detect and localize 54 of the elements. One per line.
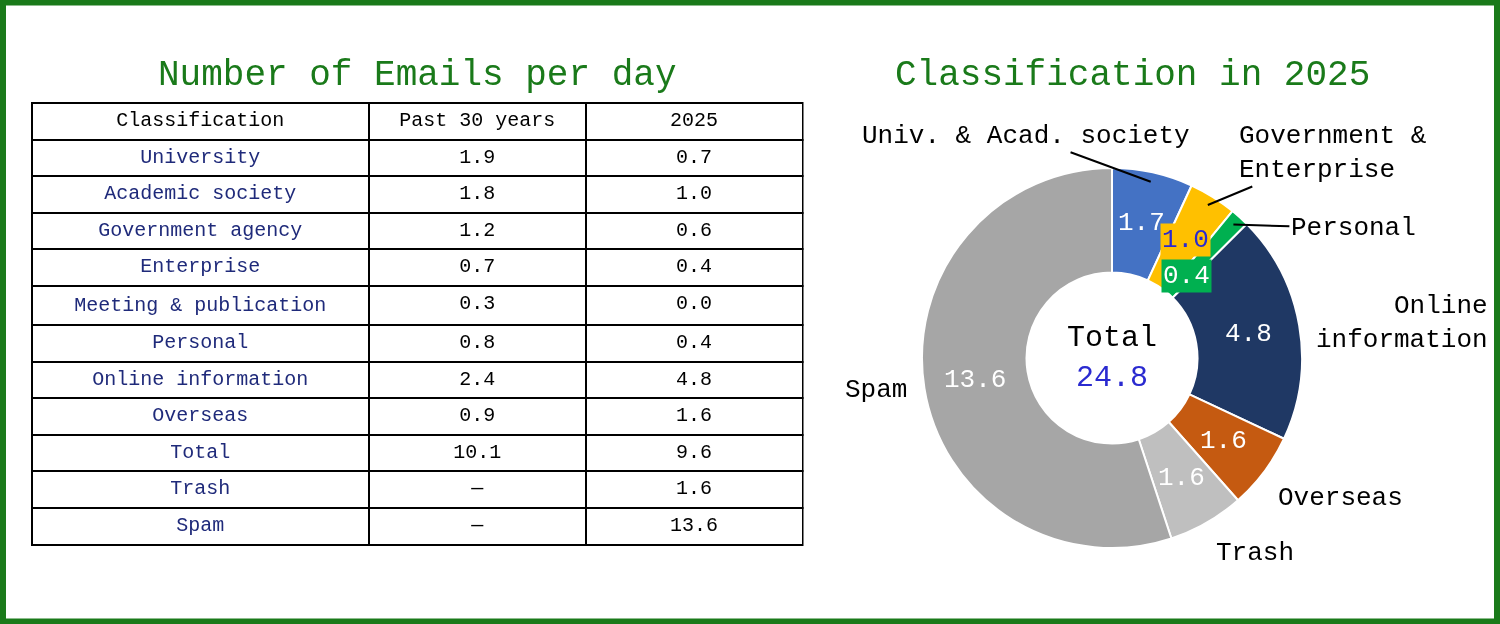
text: — xyxy=(471,514,484,538)
slice-label: Overseas xyxy=(1278,483,1403,513)
text: 0.0 xyxy=(676,292,713,316)
text: 10.1 xyxy=(453,440,502,464)
data-label: 1.6 xyxy=(1158,463,1205,493)
category-label: 2025 xyxy=(670,108,719,132)
text: 1.2 xyxy=(459,218,496,242)
category-label: Overseas xyxy=(152,404,249,428)
category-label: Government agency xyxy=(98,218,303,242)
text: 0.7 xyxy=(459,255,496,279)
text: 0.6 xyxy=(676,218,713,242)
text: Classification xyxy=(116,108,285,132)
category-label: Meeting & publication xyxy=(74,294,327,318)
text: Number of Emails per day xyxy=(158,55,677,96)
text: 0.9 xyxy=(459,404,496,428)
text: 1.8 xyxy=(459,182,496,206)
category-label: Total xyxy=(170,440,231,464)
text: 0.8 xyxy=(459,331,496,355)
data-label: 1.7 xyxy=(1118,208,1165,238)
text: 4.8 xyxy=(676,367,713,391)
text: 1.6 xyxy=(676,477,713,501)
category-label: Personal xyxy=(152,331,249,355)
text: 2.4 xyxy=(459,367,496,391)
data-label: 1.6 xyxy=(1200,426,1247,456)
category-label: Enterprise xyxy=(140,255,261,279)
text: 13.6 xyxy=(670,514,719,538)
slice-label: Personal xyxy=(1291,213,1416,243)
text: 1.9 xyxy=(459,145,496,169)
category-label: University xyxy=(140,145,261,169)
data-label: 4.8 xyxy=(1225,319,1272,349)
category-label: Trash xyxy=(170,477,231,501)
text: 1.6 xyxy=(676,404,713,428)
text: 1.0 xyxy=(676,182,713,206)
data-label: 13.6 xyxy=(944,365,1007,395)
category-label: Past 30 years xyxy=(399,108,556,132)
slice-label: Trash xyxy=(1216,538,1295,568)
text: Total xyxy=(1067,321,1158,355)
category-label: Online information xyxy=(92,367,309,391)
category-label: Spam xyxy=(176,514,225,538)
data-label: 0.4 xyxy=(1163,261,1210,291)
text: 0.4 xyxy=(676,255,713,279)
slice-label: Univ. & Acad. society xyxy=(862,121,1190,151)
chart-title: Classification in 2025 xyxy=(895,55,1371,96)
text: — xyxy=(471,477,484,501)
text: 0.7 xyxy=(676,145,713,169)
slice-label: Spam xyxy=(845,375,908,405)
text: 9.6 xyxy=(676,440,713,464)
text: 24.8 xyxy=(1076,361,1149,395)
text: 0.3 xyxy=(459,292,496,316)
data-label: 1.0 xyxy=(1162,225,1209,255)
slice-label: Government & Enterprise xyxy=(1239,121,1427,185)
category-label: Academic society xyxy=(104,182,297,206)
text: 0.4 xyxy=(676,331,713,355)
slice-label: Online information xyxy=(1316,291,1488,355)
